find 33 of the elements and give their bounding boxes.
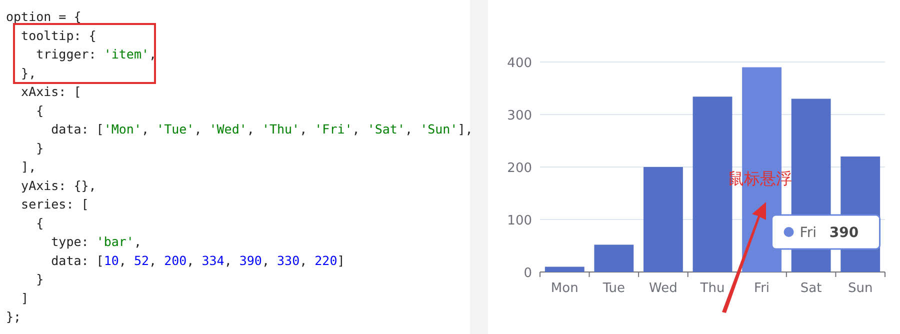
x-tick-label: Sat [800, 281, 822, 296]
y-tick-label: 300 [507, 108, 532, 124]
text: { [6, 102, 44, 118]
x-tick-label: Mon [550, 281, 578, 296]
y-tick-label: 400 [507, 56, 532, 71]
x-tick-label: Sun [848, 281, 873, 296]
text: { [6, 215, 44, 230]
text: tooltip: { [6, 28, 96, 43]
y-tick-label: 200 [507, 161, 532, 176]
annotation: Fri 390 [800, 225, 859, 241]
x-tick-label: Tue [602, 281, 626, 296]
x-tick-label: Fri [754, 281, 770, 296]
y-tick-label: 100 [507, 214, 532, 228]
text: } [6, 140, 44, 156]
text: }; [6, 309, 22, 324]
text: ], [6, 159, 36, 174]
text: xAxis: [ [6, 84, 82, 99]
text: trigger: 'item', [6, 46, 157, 62]
text: ] [6, 290, 29, 306]
y-tick-label: 0 [524, 266, 532, 281]
text: data: [10, 52, 200, 334, 390, 330, 220] [51, 252, 345, 268]
text: option = { [6, 9, 82, 24]
bar [594, 244, 634, 272]
text: data: ['Mon', 'Tue', 'Wed', 'Thu', 'Fri', 'Sat', 'Sun'], [51, 122, 473, 136]
x-tick-label: Wed [649, 281, 678, 296]
bar [644, 167, 683, 272]
x-tick-label: Thu [699, 281, 725, 296]
text: series: [ [6, 196, 89, 212]
bar [544, 266, 584, 272]
text: yAxis: {}, [6, 178, 96, 193]
text: type: 'bar', [6, 234, 142, 249]
text: } [6, 272, 44, 286]
text: }, [6, 65, 36, 80]
